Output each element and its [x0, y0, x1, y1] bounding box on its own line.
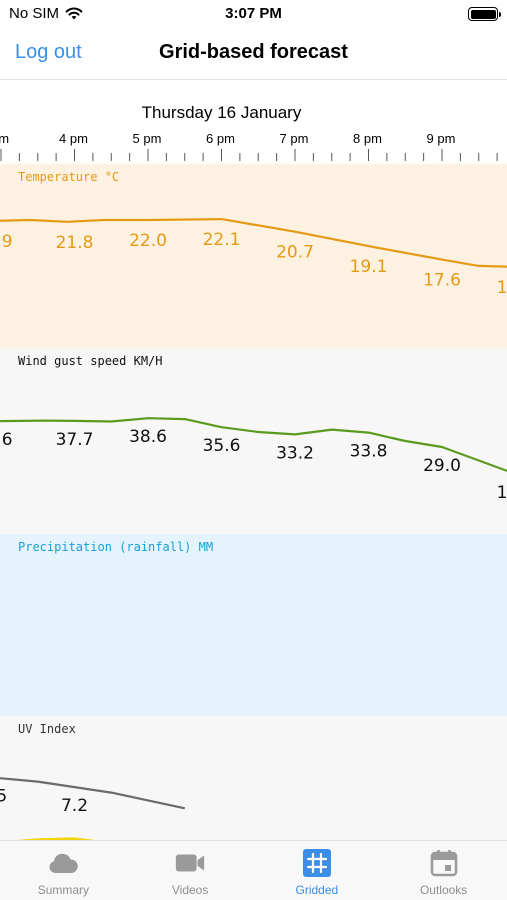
page-title: Grid-based forecast — [159, 41, 348, 63]
tab-bar: Summary Videos Gridded — [0, 840, 507, 900]
grid-icon — [301, 849, 333, 877]
series-line — [0, 218, 507, 268]
tab-videos[interactable]: Videos — [127, 841, 254, 900]
uv-chart: 8.5 7.2 — [0, 777, 186, 840]
data-label: 37.6 — [0, 430, 13, 450]
data-label: 35.6 — [203, 436, 241, 456]
navigation-bar: Log out Grid-based forecast — [0, 28, 507, 80]
status-left: No SIM — [9, 5, 83, 22]
data-label: 33.8 — [350, 442, 388, 462]
wind-panel[interactable]: 37.6 37.7 38.6 35.6 33.2 33.8 29.0 19.0 Wind gu… — [0, 348, 507, 534]
rain-title: Precipitation (rainfall) MM — [18, 540, 214, 554]
tab-outlooks-label: Outlooks — [419, 883, 468, 897]
data-label: 21.9 — [0, 232, 13, 252]
tab-gridded[interactable]: Gridded — [254, 841, 381, 900]
calendar-icon — [428, 849, 460, 877]
hour-label: 8 pm — [353, 131, 382, 146]
data-label: 8.5 — [0, 787, 7, 807]
temperature-panel[interactable]: 21.9 21.8 22.0 22.1 20.7 19.1 17.6 16.8 Tempera… — [0, 164, 507, 348]
series-line — [0, 777, 186, 810]
cloud-icon — [47, 849, 79, 877]
uv-panel[interactable]: 8.5 7.2 UV Index — [0, 716, 507, 840]
status-time: 3:07 PM — [225, 5, 282, 22]
hour-label: 4 pm — [59, 131, 88, 146]
wind-title: Wind gust speed KM/H — [18, 354, 163, 368]
data-label: 7.2 — [61, 796, 88, 816]
video-camera-icon — [174, 849, 206, 877]
data-label: 21.8 — [56, 233, 94, 253]
data-label: 33.2 — [276, 443, 314, 463]
hour-label: 9 pm — [427, 131, 456, 146]
data-label: 38.6 — [129, 427, 167, 447]
tab-outlooks[interactable]: Outlooks — [380, 841, 507, 900]
data-label: 20.7 — [276, 243, 314, 263]
logout-button[interactable]: Log out — [15, 41, 82, 63]
data-label: 19.1 — [350, 257, 388, 277]
data-label: 22.0 — [129, 231, 167, 251]
hour-label: 6 pm — [206, 131, 235, 146]
series-line — [0, 417, 507, 473]
status-bar: No SIM 3:07 PM — [0, 0, 507, 28]
secondary-line — [17, 837, 95, 840]
data-label: 29.0 — [423, 456, 461, 476]
time-axis[interactable]: pm4 pm5 pm6 pm7 pm8 pm9 pm10 — [0, 128, 507, 164]
tab-summary[interactable]: Summary — [0, 841, 127, 900]
battery-icon — [468, 7, 501, 21]
tab-videos-label: Videos — [171, 883, 209, 897]
temperature-title: Temperature °C — [18, 170, 120, 184]
data-label: 37.7 — [56, 430, 94, 450]
hour-label: 5 pm — [133, 131, 162, 146]
carrier-label: No SIM — [9, 5, 60, 22]
wind-chart: 37.6 37.7 38.6 35.6 33.2 33.8 29.0 19.0 — [0, 417, 507, 503]
date-label: Thursday 16 January — [141, 103, 302, 122]
wifi-icon — [65, 7, 83, 20]
data-label: 17.6 — [423, 271, 461, 291]
uv-title: UV Index — [18, 722, 76, 736]
data-label: 22.1 — [203, 230, 241, 250]
hour-label: pm — [0, 131, 9, 146]
tab-gridded-label: Gridded — [295, 883, 339, 897]
data-label: 16.8 — [497, 278, 507, 298]
temperature-chart: 21.9 21.8 22.0 22.1 20.7 19.1 17.6 16.8 — [0, 218, 507, 298]
data-label: 19.0 — [497, 483, 507, 503]
rain-panel[interactable]: Precipitation (rainfall) MM — [0, 534, 507, 716]
tab-summary-label: Summary — [37, 883, 90, 897]
hour-label: 7 pm — [280, 131, 309, 146]
